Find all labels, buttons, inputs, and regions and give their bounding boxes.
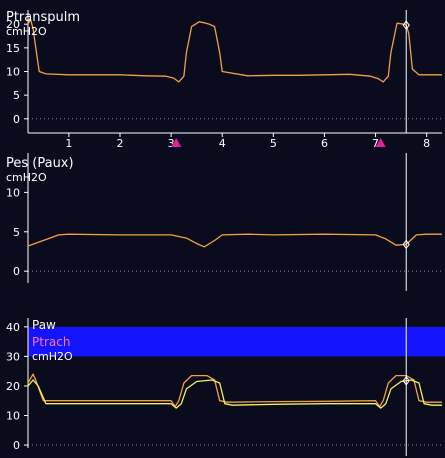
pes-title: Pes (Paux) bbox=[6, 156, 74, 171]
paw-traces bbox=[27, 373, 442, 409]
paw-unit-label: cmH2O bbox=[32, 350, 73, 363]
paw-panel[interactable]: 0 10 20 30 40 Paw Ptrach cmH2O bbox=[6, 318, 445, 452]
ptrach-series-line bbox=[27, 379, 442, 409]
magenta-triangle-icon bbox=[375, 138, 386, 147]
ptranspulm-unit-label: cmH2O bbox=[6, 25, 47, 38]
paw-series-line bbox=[27, 373, 442, 408]
alarm-band-rect bbox=[28, 326, 445, 357]
y-tick-label: 10 bbox=[6, 66, 20, 79]
x-tick-label: 1 bbox=[65, 137, 72, 150]
ptranspulm-x-tick-labels: 1 2 3 4 5 6 7 8 bbox=[65, 137, 430, 150]
y-tick-label: 0 bbox=[13, 265, 20, 278]
diamond-cursor-icon bbox=[402, 375, 410, 386]
y-tick-label: 5 bbox=[13, 89, 20, 102]
y-tick-label: 20 bbox=[6, 380, 20, 393]
x-tick-label: 3 bbox=[168, 137, 175, 150]
ptranspulm-y-tick-labels: 0 5 10 15 20 bbox=[6, 18, 20, 126]
paw-title: Paw bbox=[32, 318, 56, 332]
pes-trace bbox=[27, 233, 442, 248]
pressure-series-line bbox=[27, 233, 442, 248]
x-tick-label: 5 bbox=[270, 137, 277, 150]
paw-alarm-band bbox=[28, 326, 445, 357]
y-tick-label: 0 bbox=[13, 439, 20, 452]
pressure-series-line bbox=[27, 18, 442, 83]
pes-axes bbox=[24, 153, 29, 283]
x-tick-label: 7 bbox=[372, 137, 379, 150]
ptranspulm-title: Ptranspulm bbox=[6, 10, 80, 25]
ptranspulm-panel[interactable]: 0 5 10 15 20 1 2 3 4 5 6 7 8 Ptranspulm cmH2O bbox=[6, 10, 442, 150]
y-tick-label: 30 bbox=[6, 350, 20, 363]
x-tick-label: 8 bbox=[423, 137, 430, 150]
ptrach-legend-label: Ptrach bbox=[32, 335, 70, 349]
y-tick-label: 10 bbox=[6, 186, 20, 199]
y-tick-label: 40 bbox=[6, 321, 20, 334]
diamond-cursor-icon bbox=[402, 20, 410, 30]
x-tick-label: 4 bbox=[219, 137, 226, 150]
x-tick-label: 2 bbox=[117, 137, 124, 150]
y-tick-label: 20 bbox=[6, 18, 20, 31]
y-tick-label: 5 bbox=[13, 226, 20, 239]
diamond-cursor-icon bbox=[402, 239, 410, 250]
pes-panel[interactable]: 0 5 10 Pes (Paux) cmH2O bbox=[6, 153, 442, 283]
pes-y-tick-labels: 0 5 10 bbox=[6, 186, 20, 278]
ptranspulm-event-markers[interactable] bbox=[171, 138, 386, 147]
paw-y-tick-labels: 0 10 20 30 40 bbox=[6, 321, 20, 452]
pes-unit-label: cmH2O bbox=[6, 171, 47, 184]
y-tick-label: 0 bbox=[13, 113, 20, 126]
ptranspulm-trace bbox=[27, 18, 442, 83]
magenta-triangle-icon bbox=[171, 138, 182, 147]
time-cursor[interactable] bbox=[402, 10, 410, 456]
y-tick-label: 10 bbox=[6, 410, 20, 423]
x-tick-label: 6 bbox=[321, 137, 328, 150]
ptranspulm-axes bbox=[24, 10, 442, 137]
y-tick-label: 15 bbox=[6, 42, 20, 55]
